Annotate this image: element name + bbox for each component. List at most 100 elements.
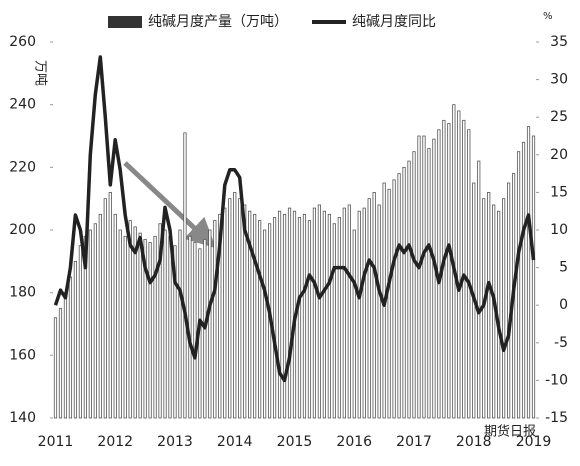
bar bbox=[148, 242, 152, 419]
y2-tick-label: -15 bbox=[545, 410, 568, 426]
bar bbox=[422, 135, 426, 419]
bar bbox=[322, 210, 326, 419]
y-tick-label: 140 bbox=[9, 410, 36, 426]
x-tick-label: 2016 bbox=[336, 434, 372, 450]
bar bbox=[143, 238, 147, 419]
legend-label: 纯碱月度产量（万吨） bbox=[148, 14, 288, 30]
bar bbox=[526, 126, 531, 419]
bar bbox=[238, 198, 242, 419]
bar bbox=[263, 229, 267, 419]
bar bbox=[427, 148, 431, 419]
bar bbox=[302, 213, 307, 419]
bar bbox=[133, 226, 137, 419]
bar bbox=[516, 151, 521, 419]
bar bbox=[218, 213, 222, 419]
bar bbox=[507, 182, 511, 419]
y2-tick-label: 0 bbox=[559, 297, 568, 313]
bar bbox=[347, 204, 351, 419]
y2-tick-label: 35 bbox=[550, 34, 568, 50]
bar bbox=[417, 135, 421, 419]
bar bbox=[123, 235, 127, 419]
bar bbox=[312, 207, 317, 419]
bar bbox=[113, 213, 117, 419]
bar bbox=[277, 210, 282, 419]
bar bbox=[63, 292, 68, 419]
bar bbox=[531, 135, 536, 419]
bar bbox=[467, 129, 471, 419]
bar bbox=[327, 213, 331, 419]
bar bbox=[138, 232, 142, 419]
bar bbox=[153, 235, 157, 419]
bar bbox=[78, 245, 82, 419]
x-tick-label: 2014 bbox=[217, 434, 253, 450]
bar bbox=[367, 198, 371, 419]
y-tick-label: 180 bbox=[9, 285, 36, 301]
y2-tick-label: 20 bbox=[550, 147, 568, 163]
bar bbox=[397, 173, 401, 419]
y2-tick-label: 5 bbox=[559, 260, 568, 276]
bar bbox=[287, 207, 292, 419]
x-tick-label: 2015 bbox=[277, 434, 313, 450]
x-tick-label: 2011 bbox=[38, 434, 74, 450]
bar bbox=[128, 220, 132, 419]
bar bbox=[487, 191, 491, 419]
bar bbox=[392, 179, 396, 419]
bar bbox=[53, 317, 58, 419]
bar bbox=[103, 198, 107, 419]
bar bbox=[342, 207, 346, 419]
y2-tick-label: 10 bbox=[550, 222, 568, 238]
arrow bbox=[123, 161, 216, 249]
bar bbox=[98, 213, 102, 419]
bar bbox=[163, 229, 167, 419]
bar bbox=[88, 229, 92, 419]
bar bbox=[362, 207, 366, 419]
y2-tick-label: -10 bbox=[545, 372, 568, 388]
y2-tick-label: 15 bbox=[550, 184, 568, 200]
watermark: 期货日报 bbox=[484, 424, 536, 440]
y-tick-label: 220 bbox=[9, 159, 36, 175]
y2-axis-label: % bbox=[543, 11, 553, 22]
bar bbox=[93, 223, 97, 419]
bar bbox=[208, 229, 212, 419]
bar bbox=[193, 242, 197, 419]
bar bbox=[248, 210, 252, 419]
legend-label: 纯碱月度同比 bbox=[352, 14, 436, 30]
bar bbox=[118, 229, 122, 419]
bar bbox=[521, 141, 526, 419]
bar bbox=[502, 198, 506, 419]
bar bbox=[258, 220, 262, 419]
bar bbox=[477, 160, 481, 419]
bar bbox=[183, 132, 187, 419]
bar bbox=[213, 220, 217, 419]
bar bbox=[332, 223, 336, 419]
y-tick-label: 260 bbox=[9, 34, 36, 50]
x-tick-label: 2013 bbox=[157, 434, 193, 450]
bar bbox=[457, 110, 461, 419]
line bbox=[53, 55, 536, 383]
y-axis-label: 万吨 bbox=[33, 60, 48, 86]
x-tick-label: 2012 bbox=[97, 434, 133, 450]
x-tick-label: 2017 bbox=[396, 434, 432, 450]
bar bbox=[432, 138, 436, 419]
y-tick-label: 240 bbox=[9, 97, 36, 113]
bar bbox=[158, 223, 162, 419]
bar bbox=[108, 191, 112, 419]
x-tick-label: 2019 bbox=[516, 434, 552, 450]
y-tick-label: 200 bbox=[9, 222, 36, 238]
bar bbox=[73, 260, 78, 419]
bar bbox=[178, 229, 182, 419]
bar bbox=[282, 213, 287, 419]
bar bbox=[243, 204, 247, 419]
bar bbox=[357, 210, 361, 419]
y2-tick-label: 30 bbox=[550, 72, 568, 88]
bar bbox=[58, 307, 63, 419]
bar bbox=[68, 276, 73, 419]
bar bbox=[307, 220, 312, 419]
bar bbox=[337, 217, 341, 419]
bar bbox=[402, 166, 406, 419]
bar bbox=[228, 198, 232, 419]
x-tick-label: 2018 bbox=[456, 434, 492, 450]
bar bbox=[297, 217, 302, 419]
legend-swatch bbox=[108, 16, 142, 28]
